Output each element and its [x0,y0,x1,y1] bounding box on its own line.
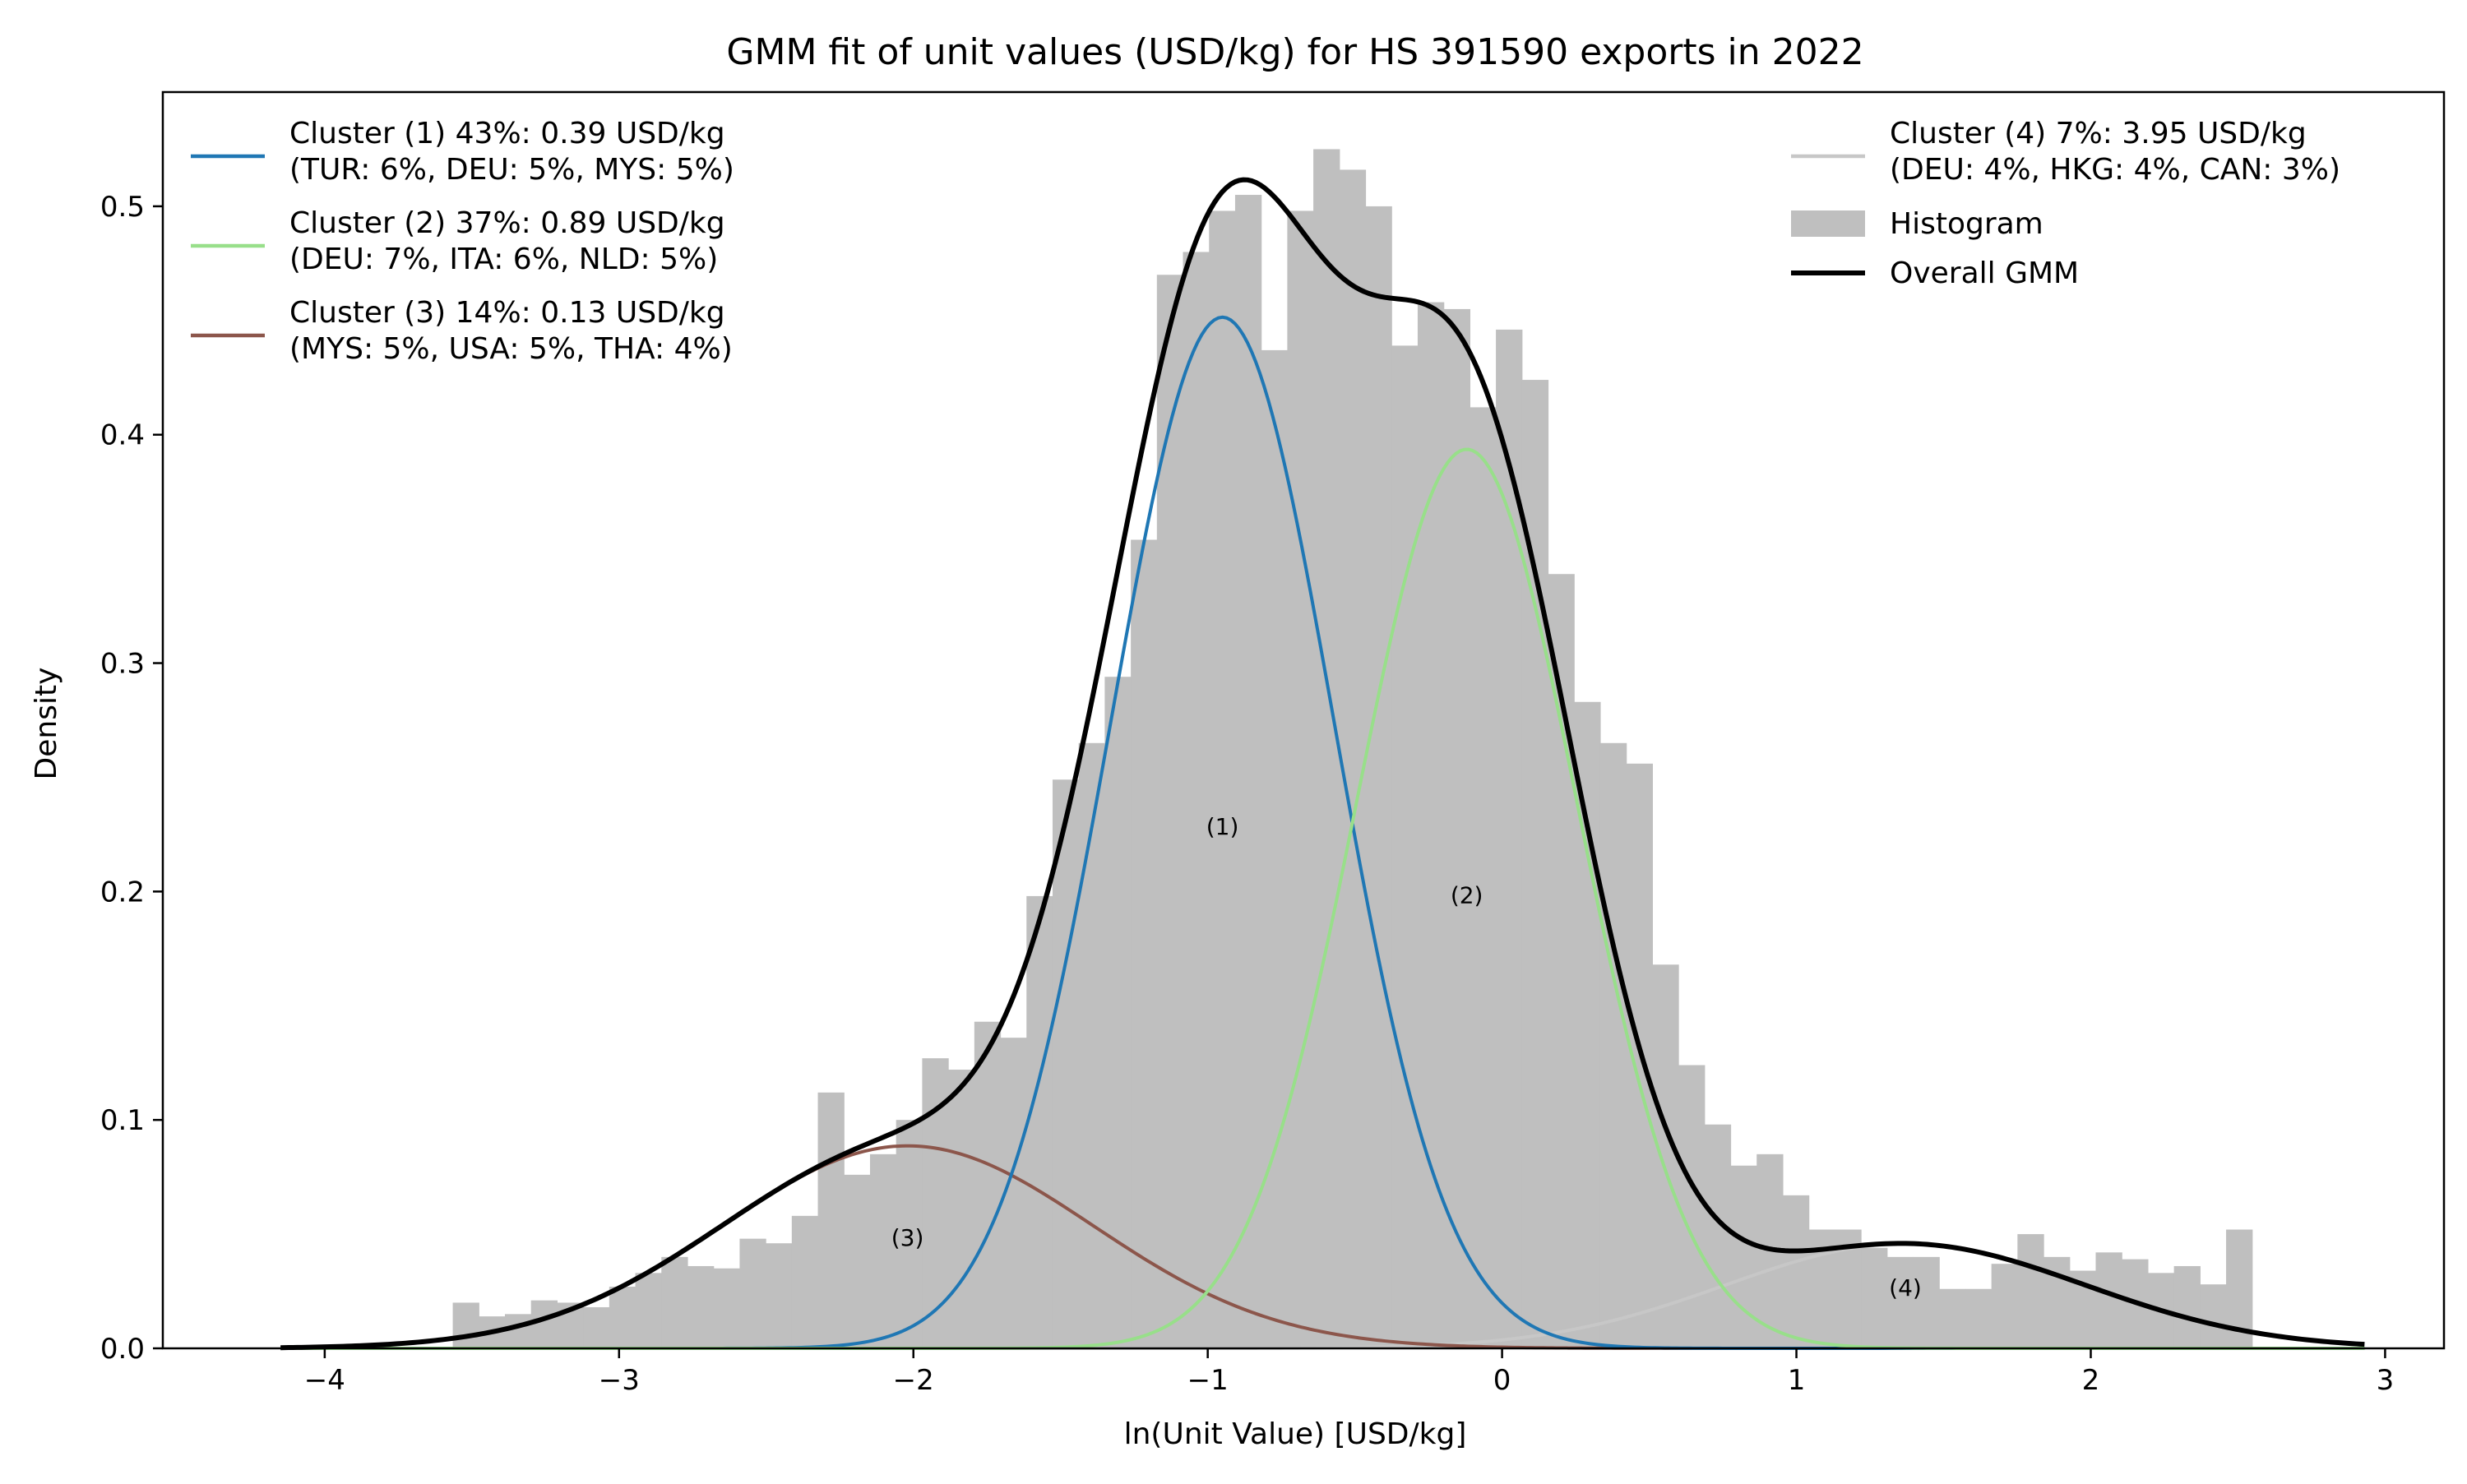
x-axis-label: ln(Unit Value) [USD/kg] [1124,1417,1467,1451]
histogram-bar [1965,1288,1993,1348]
legend-cluster-1-countries: (TUR: 6%, DEU: 5%, MYS: 5%) [289,153,734,187]
histogram-bar [739,1238,766,1348]
histogram-bar [869,1153,897,1348]
legend-overall-label: Overall GMM [1890,257,2079,290]
histogram-bar [844,1174,871,1348]
cluster-2-annotation: (2) [1451,881,1483,908]
histogram-bar [530,1300,558,1348]
histogram-bar [1574,701,1601,1348]
cluster-4-annotation: (4) [1889,1274,1922,1301]
histogram-bar [1470,407,1497,1348]
histogram-bar [1886,1256,1914,1348]
x-tick-label: 1 [1788,1364,1806,1397]
histogram-bar [2095,1252,2122,1348]
histogram-bar [2017,1234,2044,1348]
x-tick-label: −1 [1187,1364,1229,1397]
histogram-bar [1052,779,1080,1348]
cluster-1-annotation: (1) [1206,813,1239,840]
histogram-bar [1391,345,1419,1348]
histogram-bar [1730,1165,1757,1348]
y-axis-ticks: 0.0 0.1 0.2 0.3 0.4 0.5 [100,191,163,1366]
legend-right: Cluster (4) 7%: 3.95 USD/kg(DEU: 4%, HKG… [1791,117,2340,290]
histogram-bars [452,149,2253,1349]
histogram-bar [1313,149,1340,1349]
legend-cluster-3-countries: (MYS: 5%, USA: 5%, THA: 4%) [289,332,733,366]
legend-cluster-2-label: Cluster (2) 37%: 0.89 USD/kg [289,206,725,240]
histogram-bar [504,1314,532,1348]
histogram-bar [948,1070,975,1348]
histogram-bar [609,1286,636,1348]
legend-histogram-label: Histogram [1890,207,2043,241]
plot-frame [161,90,2446,1350]
x-tick-label: −4 [304,1364,345,1397]
histogram-bar [1183,252,1210,1349]
x-tick-label: −2 [893,1364,934,1397]
y-tick-label: 0.0 [100,1333,145,1366]
histogram-bar [1287,210,1314,1349]
histogram-bar [1443,308,1470,1349]
histogram-bar [1704,1124,1732,1348]
histogram-bar [1339,169,1367,1349]
legend-left: Cluster (1) 43%: 0.39 USD/kg(TUR: 6%, DE… [191,117,734,366]
legend-cluster-2-countries: (DEU: 7%, ITA: 6%, NLD: 5%) [289,243,718,276]
overall-gmm-curve [280,177,2365,1351]
histogram-bar [2173,1265,2201,1348]
legend-cluster-4-countries: (DEU: 4%, HKG: 4%, CAN: 3%) [1890,153,2340,187]
histogram-bar [1365,206,1392,1348]
histogram-bar [1156,275,1184,1348]
histogram-bar [661,1256,688,1348]
histogram-bar [896,1120,923,1348]
y-axis-label: Density [30,668,63,780]
chart-title: GMM fit of unit values (USD/kg) for HS 3… [726,31,1863,73]
y-tick-label: 0.4 [100,419,145,452]
histogram-bar [713,1268,741,1348]
histogram-bar [1652,964,1679,1348]
y-tick-label: 0.5 [100,191,145,224]
legend-cluster-4-label: Cluster (4) 7%: 3.95 USD/kg [1890,117,2307,150]
histogram-bar [1861,1247,1888,1348]
histogram-bar [1261,349,1288,1349]
x-tick-label: 2 [2082,1364,2100,1397]
histogram-bar [1939,1288,1966,1348]
histogram-bar [1678,1065,1706,1348]
histogram-bar [766,1243,793,1348]
histogram-bar [1209,210,1236,1349]
cluster-annotations: (1) (2) (3) (4) [891,813,1922,1301]
y-tick-label: 0.1 [100,1104,145,1137]
histogram-bar [1131,539,1158,1348]
histogram-bar [583,1306,610,1348]
histogram-bar [974,1021,1002,1348]
histogram-bar [1496,329,1523,1349]
x-axis-ticks: −4 −3 −2 −1 0 1 2 3 [304,1348,2394,1397]
histogram-bar [1913,1256,1940,1348]
histogram-bar [2200,1284,2227,1348]
y-tick-label: 0.2 [100,876,145,908]
histogram-bar [1599,742,1627,1348]
histogram-bar [687,1265,715,1348]
legend-cluster-3-label: Cluster (3) 14%: 0.13 USD/kg [289,296,725,330]
histogram-bar [817,1092,845,1348]
histogram-bar [452,1302,479,1348]
histogram-bar [1078,742,1105,1348]
histogram-bar [791,1215,819,1348]
legend-histogram-swatch [1791,210,1865,237]
histogram-bar [1991,1264,2018,1348]
cluster-3-annotation: (3) [891,1224,924,1251]
histogram-bar [635,1273,662,1348]
x-tick-label: 0 [1493,1364,1511,1397]
histogram-bar [1026,895,1053,1348]
x-tick-label: −3 [599,1364,640,1397]
histogram-bar [1234,195,1262,1348]
legend-cluster-1-label: Cluster (1) 43%: 0.39 USD/kg [289,117,725,150]
histogram-bar [1782,1195,1810,1348]
y-tick-label: 0.3 [100,648,145,681]
x-tick-label: 3 [2377,1364,2395,1397]
